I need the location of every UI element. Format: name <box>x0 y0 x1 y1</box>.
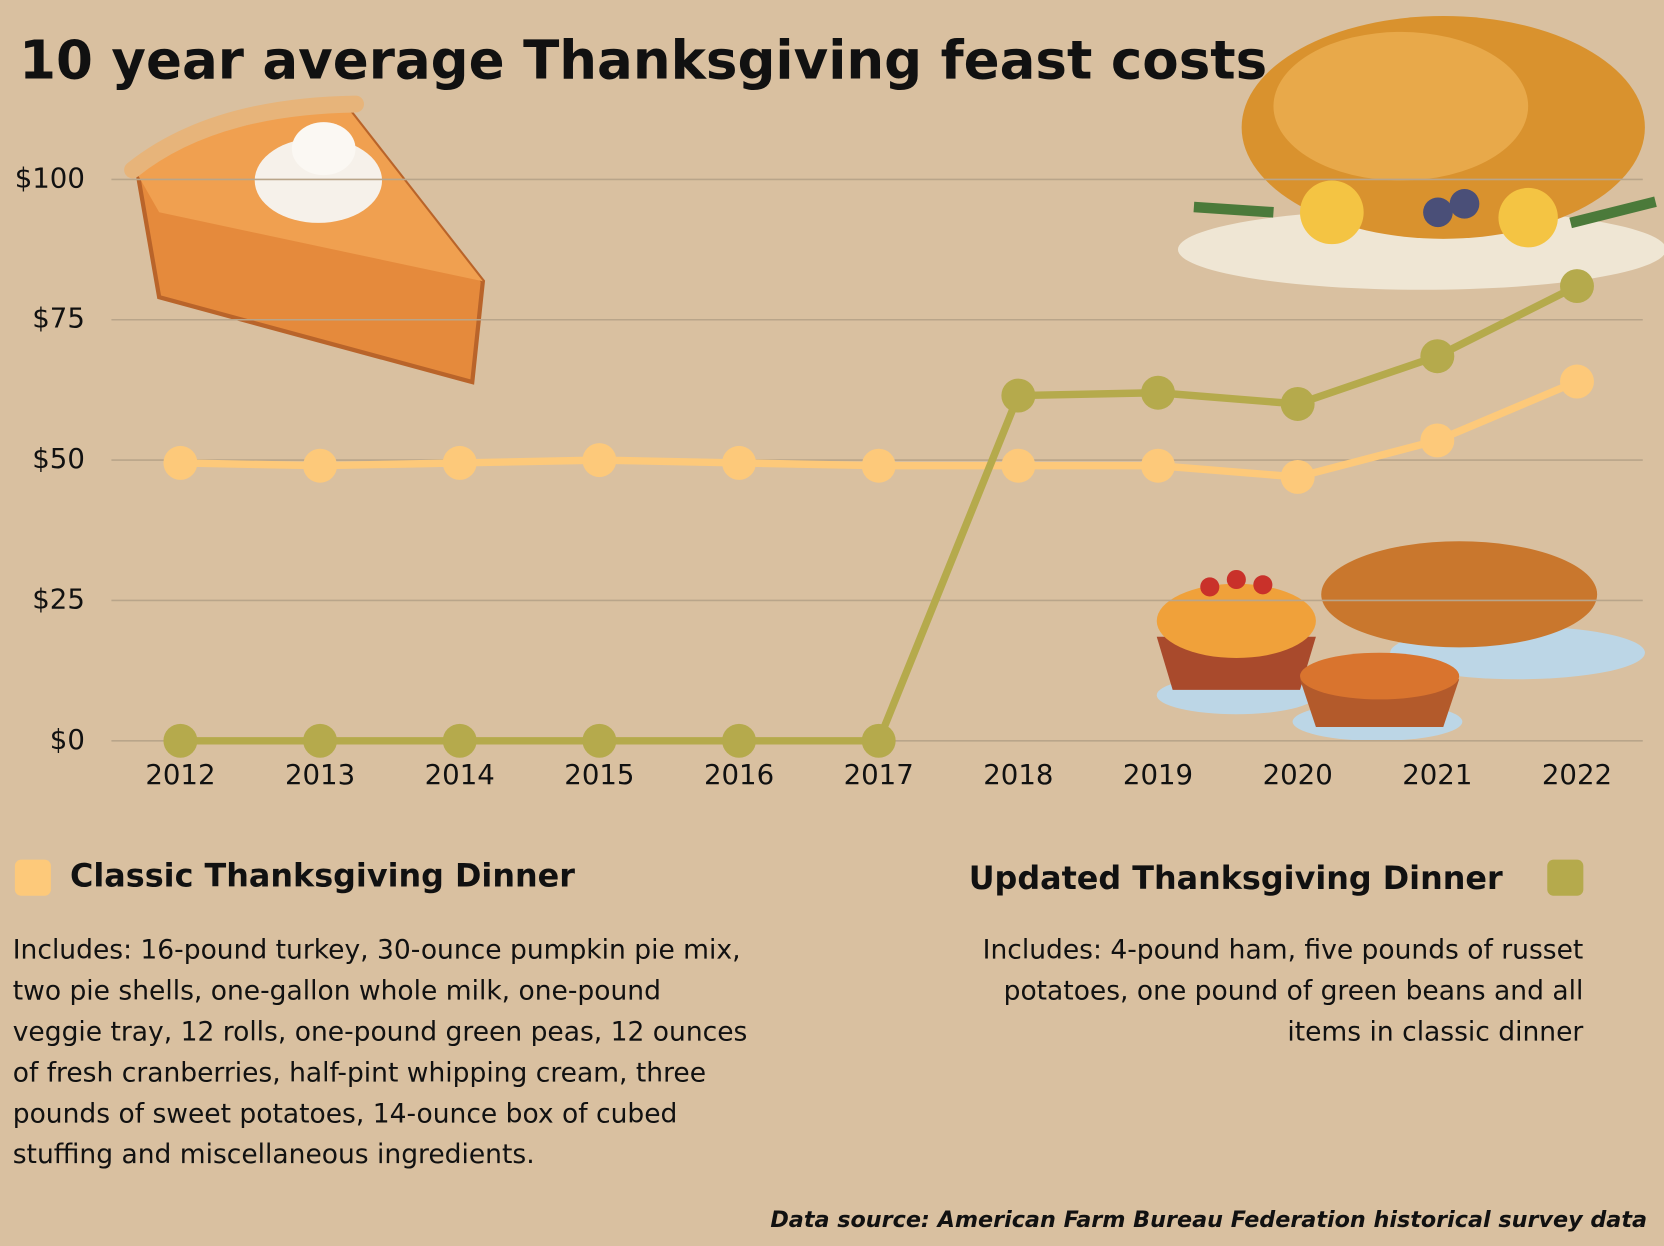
data-point <box>1420 339 1455 374</box>
data-point <box>582 723 617 758</box>
data-point <box>1280 459 1315 494</box>
data-point <box>442 723 477 758</box>
x-tick-label: 2019 <box>1123 758 1193 791</box>
data-point <box>722 445 757 480</box>
data-point <box>1141 448 1175 483</box>
x-tick-label: 2014 <box>425 758 495 791</box>
dinner-illustration <box>1156 541 1645 741</box>
turkey-illustration <box>1178 15 1664 290</box>
x-tick-label: 2016 <box>704 758 774 791</box>
x-tick-label: 2017 <box>844 758 914 791</box>
legend-label: Updated Thanksgiving Dinner <box>969 859 1503 897</box>
data-point <box>1560 269 1594 304</box>
x-tick-label: 2022 <box>1542 758 1612 791</box>
x-tick-label: 2020 <box>1263 758 1333 791</box>
description-line: potatoes, one pound of green beans and a… <box>1004 975 1584 1006</box>
y-tick-label: $25 <box>32 582 85 615</box>
data-point <box>861 723 896 758</box>
y-tick-label: $50 <box>32 442 85 475</box>
description-line: items in classic dinner <box>1287 1016 1583 1047</box>
y-tick-label: $0 <box>50 723 85 756</box>
data-point <box>1420 423 1455 458</box>
legend-label: Classic Thanksgiving Dinner <box>70 857 575 895</box>
legend-swatch <box>14 859 51 896</box>
x-tick-label: 2015 <box>564 758 634 791</box>
data-point <box>1001 448 1036 483</box>
description-line: veggie tray, 12 rolls, one-pound green p… <box>13 1016 748 1047</box>
description-line: two pie shells, one-gallon whole milk, o… <box>13 975 661 1006</box>
description-line: pounds of sweet potatoes, 14-ounce box o… <box>13 1098 678 1129</box>
data-point <box>1141 375 1175 410</box>
y-tick-label: $100 <box>15 161 85 194</box>
data-point <box>722 723 757 758</box>
x-tick-label: 2012 <box>145 758 215 791</box>
data-point <box>1280 386 1315 421</box>
legend-swatch <box>1547 859 1584 896</box>
x-tick-label: 2021 <box>1402 758 1472 791</box>
data-point <box>442 445 477 480</box>
data-point <box>303 723 338 758</box>
description-line: Includes: 4-pound ham, five pounds of ru… <box>983 934 1584 965</box>
x-tick-label: 2018 <box>983 758 1053 791</box>
data-point <box>163 723 198 758</box>
data-point <box>582 443 617 478</box>
description-line: of fresh cranberries, half-pint whipping… <box>13 1057 706 1088</box>
data-point <box>1001 378 1036 413</box>
description-line: Includes: 16-pound turkey, 30-ounce pump… <box>13 934 741 965</box>
data-point <box>1560 364 1594 399</box>
y-tick-label: $75 <box>32 302 85 335</box>
x-tick-label: 2013 <box>285 758 355 791</box>
data-point <box>861 448 896 483</box>
data-point <box>303 448 338 483</box>
source-note: Data source: American Farm Bureau Federa… <box>770 1207 1647 1233</box>
chart-title: 10 year average Thanksgiving feast costs <box>19 29 1267 91</box>
description-line: stuffing and miscellaneous ingredients. <box>13 1139 535 1170</box>
data-point <box>163 445 198 480</box>
